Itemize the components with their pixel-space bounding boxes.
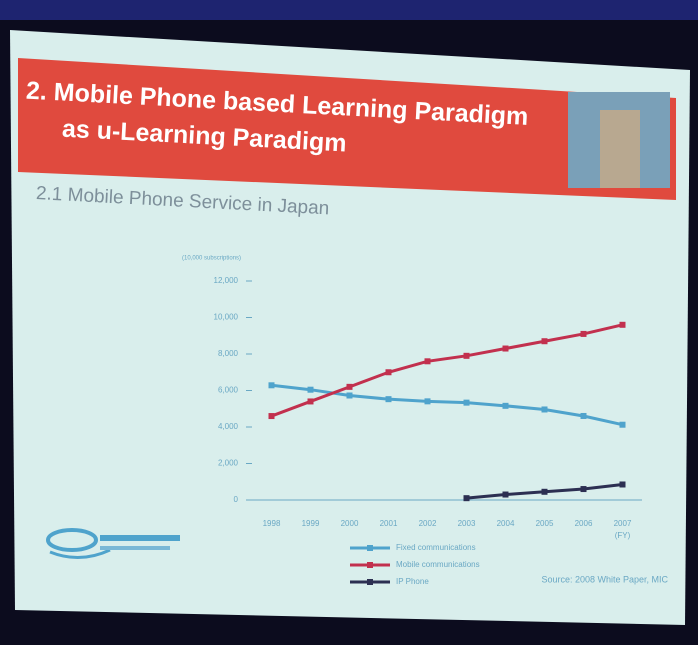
data-point [503,346,509,352]
data-point [269,382,275,388]
x-tick-label: 2006 [575,519,593,528]
legend-label: IP Phone [396,577,429,586]
x-tick-label: 1999 [302,519,320,528]
data-point [581,331,587,337]
data-point [503,492,509,498]
legend-marker [367,562,373,568]
photo-building [600,110,640,188]
data-point [581,486,587,492]
data-point [347,393,353,399]
data-point [386,369,392,375]
source-note: Source: 2008 White Paper, MIC [541,574,668,584]
x-tick-label: 2005 [536,519,554,528]
y-tick-label: 10,000 [214,313,239,322]
data-point [425,358,431,364]
page: {"header": {"title_line1": "2. Mobile Ph… [0,0,698,645]
x-tick-label: 2007 [614,519,632,528]
data-point [542,406,548,412]
x-tick-label: 2003 [458,519,476,528]
legend-marker [367,579,373,585]
data-point [386,396,392,402]
slide-photo: 2. Mobile Phone based Learning Paradigm … [0,0,698,645]
y-tick-label: 8,000 [218,349,239,358]
y-tick-label: 12,000 [214,276,239,285]
x-tick-label: 2000 [341,519,359,528]
data-point [425,398,431,404]
data-point [542,489,548,495]
data-point [581,413,587,419]
data-point [542,338,548,344]
legend-label: Mobile communications [396,560,480,569]
data-point [503,403,509,409]
data-point [620,422,626,428]
x-tick-label: 2004 [497,519,515,528]
data-point [464,353,470,359]
x-tick-label: 2002 [419,519,437,528]
data-point [269,413,275,419]
x-tick-label: 2001 [380,519,398,528]
data-point [308,398,314,404]
legend-label: Fixed communications [396,543,476,552]
top-band [0,0,698,20]
y-tick-label: 6,000 [218,386,239,395]
data-point [347,384,353,390]
y-tick-label: 0 [234,495,239,504]
data-point [308,387,314,393]
data-point [464,400,470,406]
x-note: (FY) [615,531,631,540]
y-axis-label: (10,000 subscriptions) [182,256,241,262]
data-point [620,481,626,487]
legend-marker [367,545,373,551]
data-point [620,322,626,328]
x-tick-label: 1998 [263,519,281,528]
y-tick-label: 4,000 [218,422,239,431]
y-tick-label: 2,000 [218,459,239,468]
data-point [464,495,470,501]
